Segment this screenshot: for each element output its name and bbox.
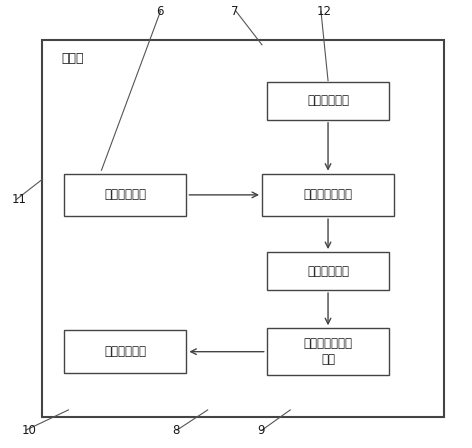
Text: 模型更新模块: 模型更新模块 — [307, 94, 349, 108]
Text: 支持向量机优化
模块: 支持向量机优化 模块 — [303, 337, 353, 366]
Bar — [267, 252, 389, 290]
Bar — [42, 40, 444, 417]
Bar — [64, 174, 186, 216]
Text: 11: 11 — [12, 193, 27, 206]
Bar — [267, 82, 389, 120]
Text: 9: 9 — [257, 423, 265, 437]
Bar — [267, 328, 389, 375]
Text: 结果显示模块: 结果显示模块 — [104, 345, 146, 358]
Text: 12: 12 — [316, 4, 331, 18]
Text: 标准化处理模块: 标准化处理模块 — [303, 188, 353, 202]
Text: 信号采集模块: 信号采集模块 — [104, 188, 146, 202]
Text: 7: 7 — [231, 4, 239, 18]
Bar — [262, 174, 394, 216]
Text: 上位机: 上位机 — [61, 52, 84, 65]
Text: 6: 6 — [156, 4, 163, 18]
Text: 模糊网络模块: 模糊网络模块 — [307, 264, 349, 278]
Text: 10: 10 — [21, 423, 36, 437]
Text: 8: 8 — [172, 423, 180, 437]
Bar — [64, 331, 186, 373]
